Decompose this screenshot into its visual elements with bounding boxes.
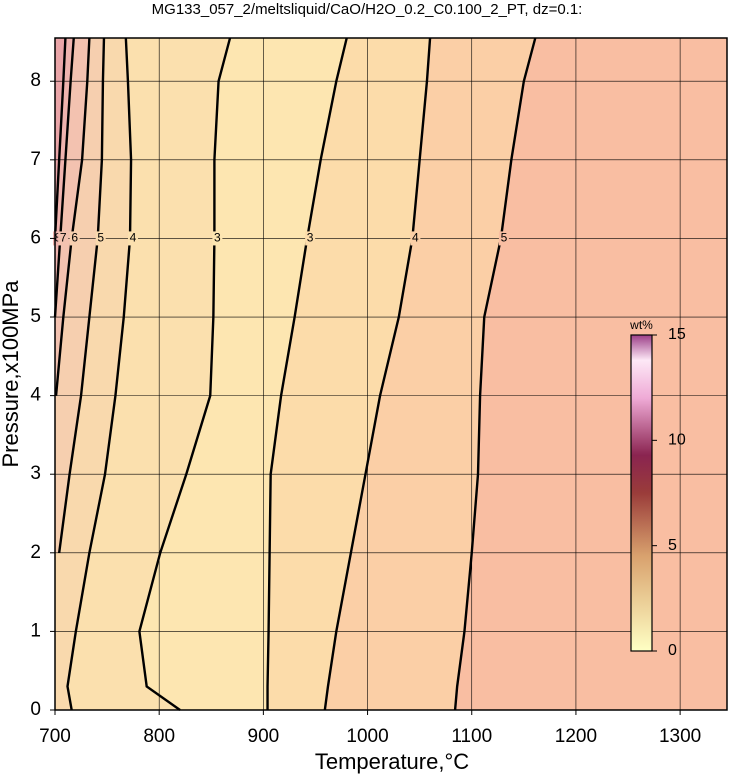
contour-region	[55, 38, 727, 710]
contour-label: 6	[71, 231, 78, 245]
x-tick-label: 700	[39, 726, 71, 747]
chart-title: MG133_057_2/meltsliquid/CaO/H2O_0.2_C0.1…	[152, 1, 583, 18]
contour-line	[66, 37, 133, 711]
contour-label-bg	[58, 231, 69, 246]
x-tick-label: 900	[248, 726, 280, 747]
contour-label-bg	[305, 231, 316, 246]
contour-line	[266, 37, 348, 710]
contour-line	[138, 37, 232, 711]
x-tick-label: 800	[143, 726, 175, 747]
colorbar-tick-label: 15	[668, 326, 686, 343]
contour-label: 7	[60, 231, 67, 245]
y-tick-label: 7	[30, 149, 41, 170]
contour-line	[54, 37, 91, 396]
contour-line	[57, 37, 106, 553]
y-tick-label: 2	[30, 542, 41, 563]
y-tick-label: 5	[30, 306, 41, 327]
contour-label-bg	[212, 231, 223, 246]
x-tick-label: 1000	[346, 726, 388, 747]
x-tick-label: 1200	[555, 726, 597, 747]
contour-label-bg	[95, 231, 106, 246]
plot-area: 87 6 5 4 3 3 4 5	[53, 37, 727, 711]
colorbar-label: wt%	[629, 318, 653, 332]
y-tick-label: 1	[30, 620, 41, 641]
contour-label-bg	[128, 231, 139, 246]
contour-label: 3	[214, 231, 221, 245]
contour-label: 4	[130, 231, 137, 245]
y-tick-label: 0	[30, 699, 41, 720]
colorbar-tick-label: 5	[668, 537, 677, 554]
y-tick-label: 4	[30, 385, 41, 406]
contour-label: 4	[412, 231, 419, 245]
contour-line	[453, 37, 537, 711]
colorbar-tick-label: 0	[668, 642, 677, 659]
y-tick-label: 6	[30, 227, 41, 248]
y-axis-label: Pressure,x100MPa	[0, 280, 23, 468]
contour-label: 8	[55, 231, 62, 245]
contour-label-bg	[498, 231, 509, 246]
y-tick-label: 3	[30, 463, 41, 484]
y-tick-label: 8	[30, 70, 41, 91]
contour-label: 3	[307, 231, 314, 245]
contour-line	[53, 37, 75, 318]
contour-line	[53, 37, 67, 239]
contour-label-bg	[410, 231, 421, 246]
colorbar	[630, 334, 653, 652]
x-tick-label: 1300	[659, 726, 701, 747]
contour-label: 5	[501, 231, 508, 245]
x-tick-label: 1100	[451, 726, 492, 747]
x-axis-label: Temperature,°C	[315, 749, 469, 774]
frame	[54, 37, 728, 711]
contour-label-bg	[53, 231, 63, 246]
colorbar-tick-label: 10	[668, 432, 686, 449]
contour-line	[323, 37, 432, 711]
contour-label: 5	[97, 231, 104, 245]
contour-label-bg	[69, 231, 80, 246]
